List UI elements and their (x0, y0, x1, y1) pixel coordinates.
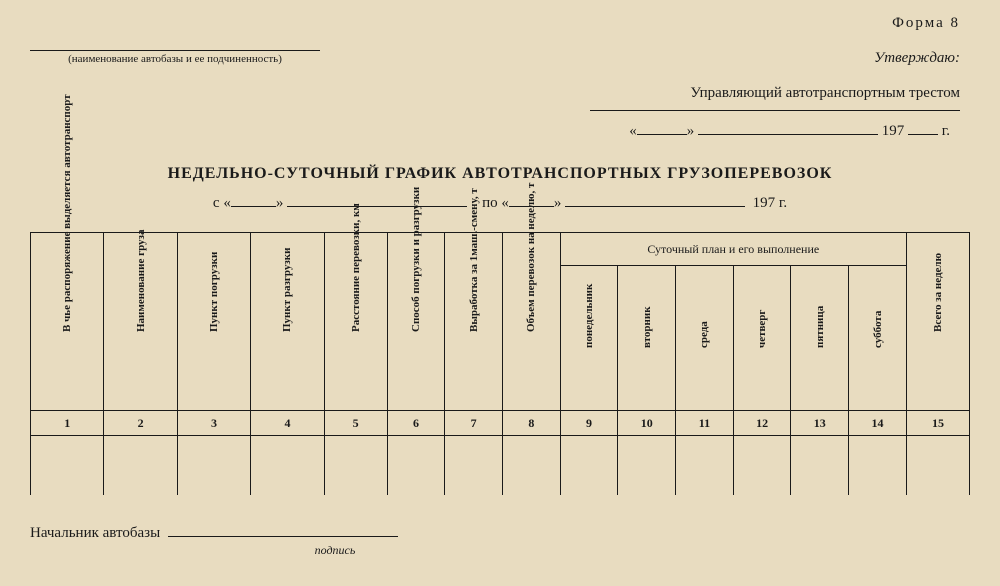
manager-line (590, 110, 960, 111)
manager-label: Управляющий автотранспортным трестом (590, 85, 960, 102)
col-2: Наименование груза (104, 233, 177, 411)
form-number: Форма 8 (892, 15, 960, 32)
num-cell: 13 (791, 411, 849, 436)
depot-caption: (наименование автобазы и ее подчиненност… (30, 53, 320, 65)
schedule-table: В чье распоряжение выделяется автотрансп… (30, 232, 970, 495)
col-15: Всего за неделю (906, 233, 969, 411)
period-row: с « » по « » 197 г. (30, 195, 970, 212)
num-cell: 12 (733, 411, 791, 436)
num-cell: 11 (676, 411, 734, 436)
depot-block: (наименование автобазы и ее подчиненност… (30, 20, 320, 65)
num-cell: 8 (503, 411, 561, 436)
num-cell: 14 (849, 411, 907, 436)
col-daily-plan: Суточный план и его выполнение (560, 233, 906, 266)
num-cell: 15 (906, 411, 969, 436)
year-suffix: г. (942, 123, 950, 139)
approve-date: « » 197 г. (590, 123, 950, 140)
col-7: Выработка за 1маш.-смену, т (445, 233, 503, 411)
num-cell: 9 (560, 411, 618, 436)
period-to-close: » (554, 195, 562, 211)
num-cell: 6 (387, 411, 445, 436)
col-14: суббота (849, 266, 907, 411)
col-9: понедельник (560, 266, 618, 411)
col-6: Способ погрузки и разгрузки (387, 233, 445, 411)
num-cell: 5 (324, 411, 387, 436)
page-title: НЕДЕЛЬНО-СУТОЧНЫЙ ГРАФИК АВТОТРАНСПОРТНЫ… (30, 165, 970, 183)
num-cell: 7 (445, 411, 503, 436)
depot-line (30, 50, 320, 51)
approve-label: Утверждаю: (590, 50, 960, 67)
num-cell: 10 (618, 411, 676, 436)
table-row (31, 436, 970, 496)
col-3: Пункт погрузки (177, 233, 250, 411)
approve-block: Утверждаю: Управляющий автотранспортным … (590, 50, 960, 140)
footer-label: Начальник автобазы (30, 525, 160, 541)
period-year: 197 г. (753, 195, 787, 211)
num-cell: 4 (251, 411, 324, 436)
signature-caption: подпись (220, 543, 450, 558)
num-cell: 2 (104, 411, 177, 436)
col-5: Расстояние перевозки, км (324, 233, 387, 411)
num-cell: 3 (177, 411, 250, 436)
period-to: по « (482, 195, 509, 211)
date-quote-open: « (629, 123, 637, 139)
footer: Начальник автобазы подпись (30, 525, 970, 559)
period-from: с « (213, 195, 231, 211)
col-13: пятница (791, 266, 849, 411)
col-8: Объем перевозок на неделю, т (503, 233, 561, 411)
signature-line (168, 536, 398, 537)
col-4: Пункт разгрузки (251, 233, 324, 411)
year-prefix: 197 (882, 123, 905, 139)
col-11: среда (676, 266, 734, 411)
col-1: В чье распоряжение выделяется автотрансп… (31, 233, 104, 411)
col-12: четверг (733, 266, 791, 411)
period-from-close: » (276, 195, 284, 211)
num-cell: 1 (31, 411, 104, 436)
col-10: вторник (618, 266, 676, 411)
number-row: 1 2 3 4 5 6 7 8 9 10 11 12 13 14 15 (31, 411, 970, 436)
date-quote-close: » (687, 123, 695, 139)
